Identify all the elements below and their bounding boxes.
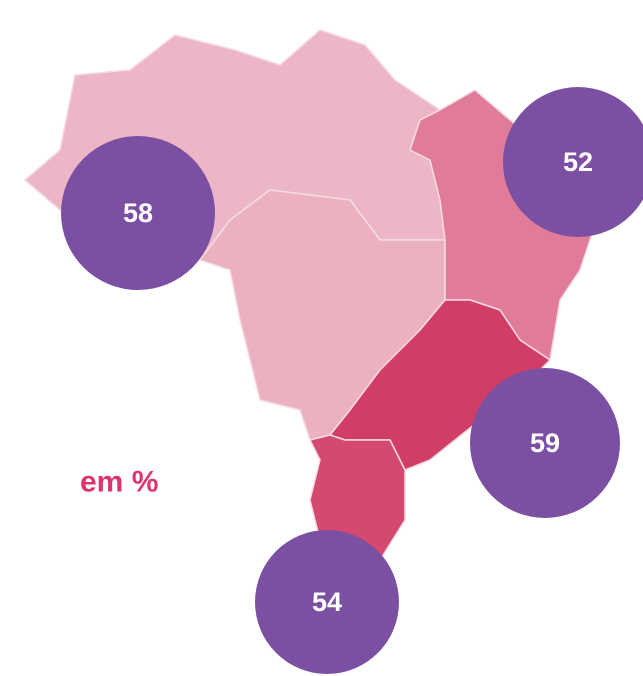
region-southeast [329, 299, 551, 471]
value-label: 54 [312, 587, 342, 617]
bubble-circle [503, 87, 643, 237]
bubble: 58 [61, 136, 215, 290]
bubble: 59 [470, 368, 620, 518]
bubble: 54 [255, 530, 399, 674]
bubble: 52 [503, 87, 643, 237]
unit-label: em % [80, 466, 158, 499]
value-label: 59 [530, 428, 560, 458]
value-label: 58 [123, 198, 153, 228]
bubble-circle [470, 368, 620, 518]
value-label: 52 [563, 147, 593, 177]
bubble-circle [255, 530, 399, 674]
bubble-circle [61, 136, 215, 290]
